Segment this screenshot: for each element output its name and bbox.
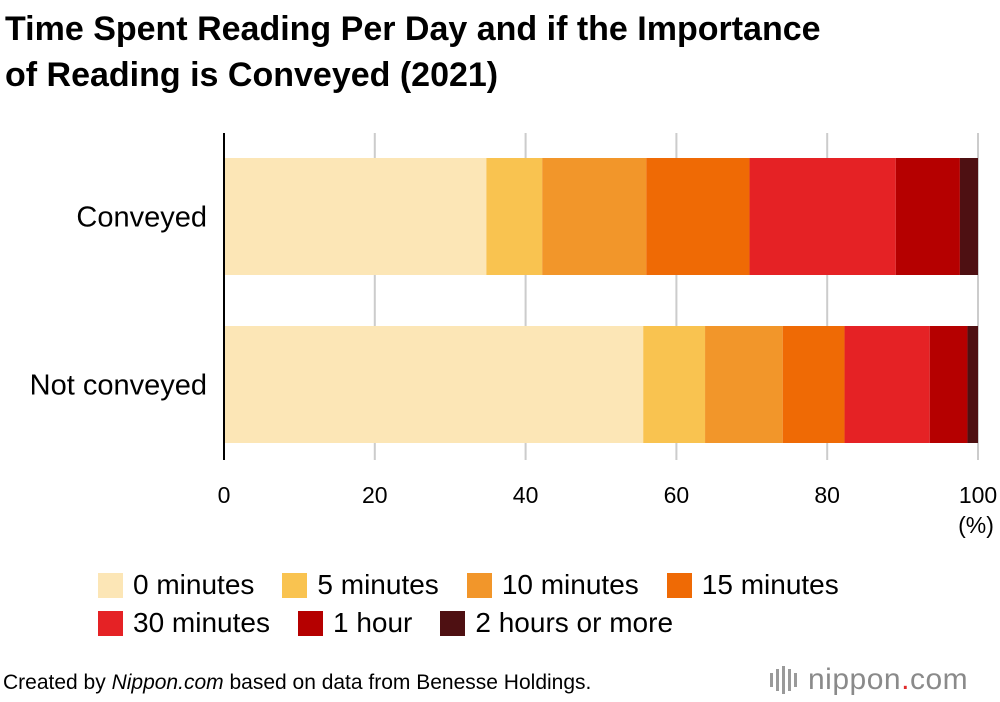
legend-row: 0 minutes 5 minutes 10 minutes 15 minutes <box>98 566 978 604</box>
legend-label: 0 minutes <box>133 569 255 600</box>
legend-swatch <box>440 610 466 636</box>
legend-label: 1 hour <box>332 607 413 638</box>
bars <box>224 158 978 443</box>
bar-segment <box>224 158 487 275</box>
legend-label: 5 minutes <box>317 569 439 600</box>
nippon-logo: nippon.com <box>770 663 968 697</box>
x-tick-label: 60 <box>664 482 690 508</box>
legend-item: 2 hours or more <box>440 609 673 637</box>
logo-text: nippon.com <box>808 663 969 696</box>
stacked-bar-chart: Conveyed Not conveyed 0 20 40 60 80 100 (%) <box>30 133 998 538</box>
legend-item: 10 minutes <box>466 569 639 600</box>
bar-segment <box>705 326 783 443</box>
bar-segment <box>224 326 644 443</box>
legend-swatch <box>98 610 123 636</box>
x-tick-label: 40 <box>513 482 539 508</box>
bar-segment <box>643 326 706 443</box>
bar-segment <box>959 158 978 275</box>
legend-item: 1 hour <box>297 607 413 638</box>
legend-swatch <box>666 572 692 598</box>
x-unit-label: (%) <box>958 512 994 538</box>
chart-title-line-1: Time Spent Reading Per Day and if the Im… <box>5 10 821 48</box>
bar-segment <box>967 326 978 443</box>
chart-title-line-2: of Reading is Conveyed (2021) <box>5 56 499 94</box>
legend-item: 30 minutes <box>98 609 270 637</box>
legend-item: 0 minutes <box>98 571 254 599</box>
legend-swatch <box>297 610 323 636</box>
legend-swatch <box>282 572 308 598</box>
legend-item: 15 minutes <box>666 569 839 600</box>
legend-label: 15 minutes <box>701 569 839 600</box>
source-prefix: Created by <box>3 671 112 694</box>
bar-segment <box>486 158 543 275</box>
x-tick-label: 0 <box>218 482 231 508</box>
bar-segment <box>895 158 960 275</box>
legend-label: 2 hours or more <box>475 607 674 638</box>
category-label: Not conveyed <box>30 370 207 402</box>
legend-label: 30 minutes <box>133 607 270 638</box>
legend: 0 minutes 5 minutes 10 minutes 15 minutes 3… <box>98 566 978 642</box>
source-suffix: based on data from Benesse Holdings. <box>223 671 592 694</box>
x-tick-label: 100 <box>959 482 997 508</box>
legend-label: 10 minutes <box>501 569 639 600</box>
source-note: Created by Nippon.com based on data from… <box>3 670 591 696</box>
bar-segment <box>844 326 930 443</box>
x-tick-label: 80 <box>814 482 840 508</box>
x-tick-label: 20 <box>362 482 388 508</box>
legend-swatch <box>98 572 123 598</box>
legend-swatch <box>466 572 492 598</box>
bar-segment <box>542 158 647 275</box>
logo-mark-icon <box>770 666 800 694</box>
bar-segment <box>929 326 968 443</box>
chart-title: Time Spent Reading Per Day and if the Im… <box>5 6 995 98</box>
category-labels: Conveyed Not conveyed <box>30 202 207 402</box>
bar-segment <box>782 326 845 443</box>
legend-item: 5 minutes <box>282 569 439 600</box>
bar-segment <box>749 158 896 275</box>
bar-segment <box>646 158 750 275</box>
legend-row: 30 minutes 1 hour 2 hours or more <box>98 604 978 642</box>
category-label: Conveyed <box>76 202 207 234</box>
source-site: Nippon.com <box>111 671 224 694</box>
x-tick-labels: 0 20 40 60 80 100 <box>218 482 998 508</box>
